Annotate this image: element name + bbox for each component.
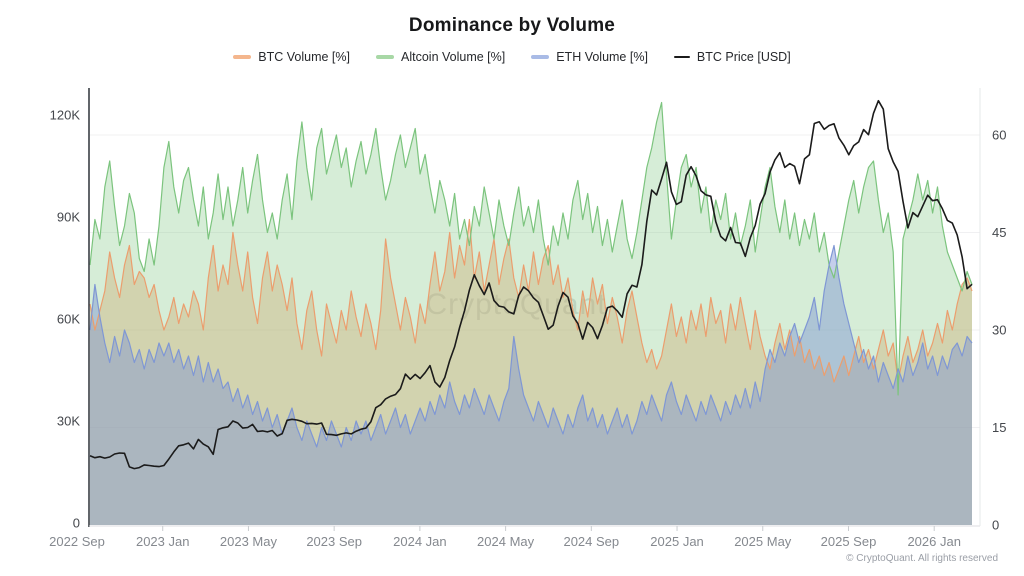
y-left-tick-label: 0 [73,516,80,531]
eth-volume-line [89,244,973,448]
y-right-tick-label: 30 [992,323,1006,338]
legend-label: BTC Price [USD] [696,50,791,64]
legend: BTC Volume [%] Altcoin Volume [%] ETH Vo… [0,50,1024,64]
legend-item-btc-price[interactable]: BTC Price [USD] [673,50,791,64]
page-title: Dominance by Volume [408,15,616,36]
x-tick-label: 2024 Jan [393,534,447,549]
btc-volume-swatch-icon [233,55,252,59]
altcoin-volume-area [90,102,972,525]
legend-item-altcoin-volume[interactable]: Altcoin Volume [%] [376,50,505,64]
x-tick-label: 2025 Sep [821,534,877,549]
legend-item-btc-volume[interactable]: BTC Volume [%] [233,50,350,64]
x-tick-label: 2024 May [477,534,535,549]
x-tick-label: 2023 Jan [136,534,190,549]
y-right-tick-label: 0 [992,518,999,533]
y-left-tick-label: 90K [57,210,80,225]
x-tick-label: 2023 May [220,534,278,549]
y-left-tick-label: 60K [57,312,80,327]
btc-volume-line [89,218,973,383]
y-right-tick-label: 60 [992,128,1006,143]
y-right-tick-label: 45 [992,225,1006,240]
x-tick-label: 2026 Jan [907,534,961,549]
altcoin-volume-swatch-icon [376,55,394,59]
btc-price-swatch-icon [673,56,690,58]
legend-label: Altcoin Volume [%] [401,50,506,64]
y-right-tick-label: 15 [992,420,1006,435]
x-tick-label: 2025 Jan [650,534,704,549]
copyright-text: © CryptoQuant. All rights reserved [846,553,998,564]
legend-label: BTC Volume [%] [258,50,350,64]
eth-volume-swatch-icon [531,55,550,59]
altcoin-volume-line [89,101,973,396]
x-tick-label: 2024 Sep [563,534,619,549]
legend-item-eth-volume[interactable]: ETH Volume [%] [531,50,648,64]
legend-label: ETH Volume [%] [556,50,648,64]
btc-price-usd-line [89,99,973,470]
y-left-tick-label: 30K [57,414,80,429]
eth-volume-area [90,245,972,525]
x-tick-label: 2022 Sep [49,534,105,549]
x-tick-label: 2025 May [734,534,792,549]
x-tick-label: 2023 Sep [306,534,362,549]
y-left-tick-label: 120K [50,108,81,123]
